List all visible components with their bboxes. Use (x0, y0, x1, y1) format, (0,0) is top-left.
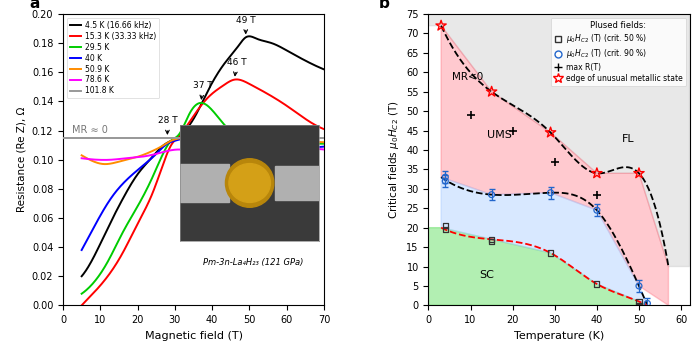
Point (550, 159, 561, 165)
Point (592, 207, 603, 213)
Text: FL: FL (622, 134, 635, 144)
Text: b: b (379, 0, 390, 11)
Point (465, 112, 476, 118)
Point (634, 303, 645, 308)
Point (592, 192, 603, 198)
Point (486, 238, 497, 244)
Point (592, 281, 603, 287)
X-axis label: Temperature (K): Temperature (K) (514, 331, 604, 341)
Point (486, 192, 497, 198)
Polygon shape (428, 228, 648, 305)
Text: UMS: UMS (487, 130, 512, 140)
X-axis label: Magnetic field (T): Magnetic field (T) (144, 331, 242, 341)
Text: a: a (29, 0, 39, 11)
Y-axis label: Critical fields $\mu_0H_{C2}$ (T): Critical fields $\mu_0H_{C2}$ (T) (386, 100, 400, 219)
Point (592, 171, 603, 176)
Legend: 4.5 K (16.66 kHz), 15.3 K (33.33 kHz), 29.5 K, 40 K, 50.9 K, 78.6 K, 101.8 K: 4.5 K (16.66 kHz), 15.3 K (33.33 kHz), 2… (66, 18, 160, 98)
Point (642, 300, 653, 306)
Point (440, 227, 451, 232)
Point (507, 128, 518, 133)
Point (486, 237, 497, 242)
Text: 46 T: 46 T (227, 58, 246, 75)
Text: MR ≈ 0: MR ≈ 0 (72, 126, 108, 135)
Point (545, 250, 557, 256)
Point (440, 223, 451, 229)
Polygon shape (441, 26, 668, 305)
Y-axis label: Resistance (Re Z), Ω: Resistance (Re Z), Ω (16, 107, 26, 212)
Legend: $\mu_0H_{C2}$ (T) (crit. 50 %), $\mu_0H_{C2}$ (T) (crit. 90 %), max R(T), edge o: $\mu_0H_{C2}$ (T) (crit. 50 %), $\mu_0H_… (551, 18, 686, 86)
Text: 37 T: 37 T (193, 81, 213, 99)
Text: 28 T: 28 T (158, 116, 177, 134)
Point (545, 130, 557, 135)
Point (440, 178, 451, 184)
Polygon shape (428, 14, 690, 266)
Text: MR<0: MR<0 (452, 72, 483, 82)
Point (440, 174, 451, 180)
Point (634, 299, 645, 304)
Text: 49 T: 49 T (236, 16, 256, 33)
Text: SC: SC (479, 270, 494, 280)
Point (634, 283, 645, 289)
Polygon shape (441, 177, 648, 305)
Text: Pm-3n-La₄H₂₃ (121 GPa): Pm-3n-La₄H₂₃ (121 GPa) (204, 258, 304, 266)
Point (634, 171, 645, 176)
Point (545, 190, 557, 196)
Point (435, 23, 447, 28)
Point (486, 89, 497, 94)
